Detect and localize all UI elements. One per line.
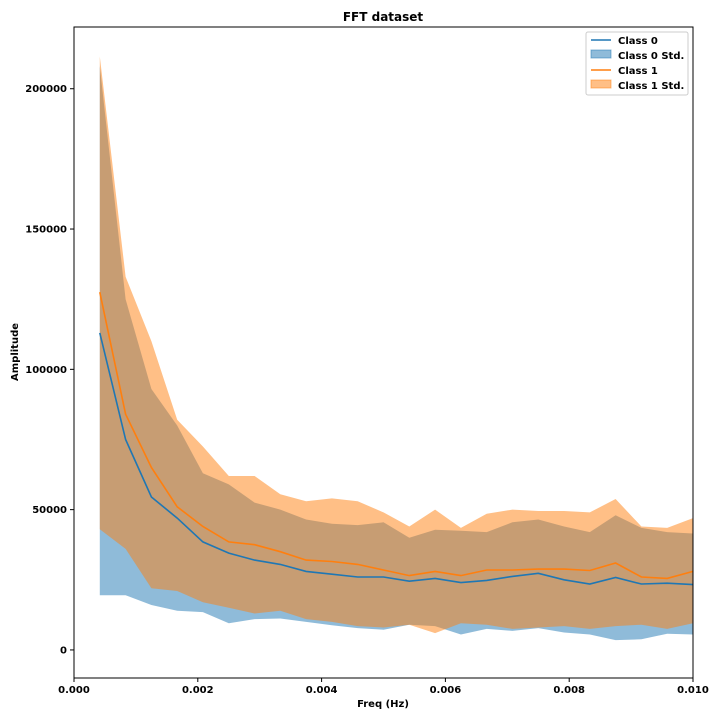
plot-area — [99, 56, 694, 641]
x-axis: 0.000 0.002 0.004 0.006 0.008 0.010 — [58, 678, 709, 696]
y-tick-label: 150000 — [25, 225, 67, 236]
y-tick-label: 100000 — [25, 365, 67, 376]
legend: Class 0 Class 0 Std. Class 1 Class 1 Std… — [585, 31, 689, 96]
chart-title: FFT dataset — [343, 10, 424, 24]
legend-label-class-1: Class 1 — [618, 66, 658, 77]
std-band-class-1 — [99, 56, 694, 634]
x-tick-label: 0.004 — [306, 685, 338, 696]
mean-line-class-1 — [99, 292, 694, 580]
x-tick-label: 0.010 — [677, 685, 709, 696]
y-tick-label: 200000 — [25, 84, 67, 95]
legend-box — [585, 31, 689, 96]
x-tick-label: 0.000 — [58, 685, 90, 696]
legend-label-class-0: Class 0 — [618, 36, 658, 47]
x-tick-label: 0.006 — [430, 685, 462, 696]
x-tick-label: 0.008 — [553, 685, 585, 696]
y-tick-label: 50000 — [32, 505, 67, 516]
x-axis-label: Freq (Hz) — [357, 699, 409, 710]
legend-swatch-class-1-std — [590, 79, 612, 89]
y-axis-label: Amplitude — [10, 323, 21, 381]
plot-frame — [73, 26, 694, 679]
legend-swatch-class-0-std — [590, 49, 612, 59]
legend-label-class-1-std: Class 1 Std. — [618, 81, 684, 92]
mean-line-class-0 — [99, 332, 694, 586]
legend-label-class-0-std: Class 0 Std. — [618, 51, 684, 62]
y-tick-label: 0 — [60, 645, 67, 656]
y-axis: 0 50000 100000 150000 200000 — [25, 84, 74, 656]
x-tick-label: 0.002 — [182, 685, 214, 696]
